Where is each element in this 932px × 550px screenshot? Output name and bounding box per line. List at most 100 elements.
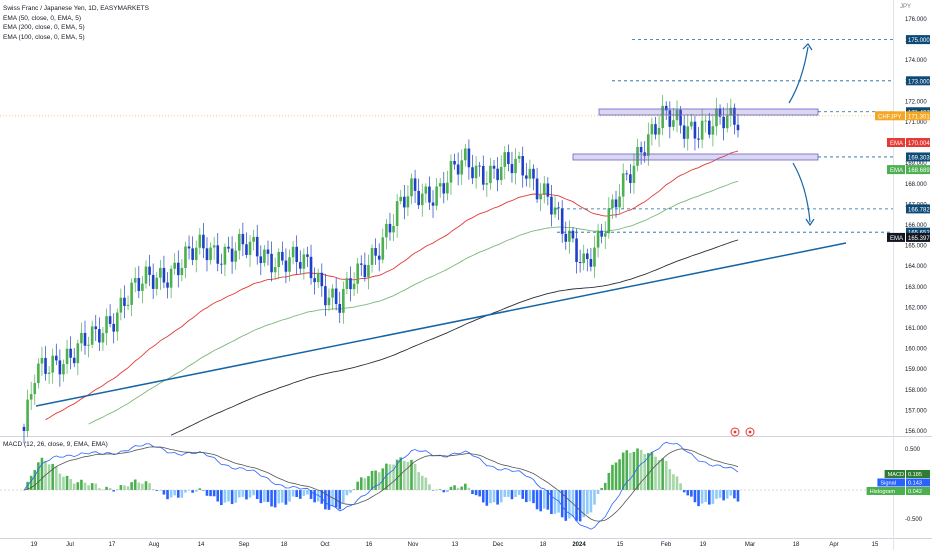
candle-body xyxy=(137,278,141,291)
histogram-bar xyxy=(349,490,352,493)
candle-body xyxy=(618,196,621,208)
time-tick-label: Nov xyxy=(408,542,419,548)
histogram-bar xyxy=(489,490,492,504)
histogram-bar xyxy=(123,485,126,490)
histogram-bar xyxy=(184,490,187,493)
candle-body xyxy=(359,263,363,265)
candle-body xyxy=(499,166,503,181)
macd-pane[interactable]: 0.500 -0.500 MACD 0.185 Signal 0.143 Histogram… xyxy=(0,441,930,530)
macd-legend[interactable]: MACD (12, 26, close, 9, EMA, EMA) xyxy=(3,441,108,448)
histogram-bar xyxy=(492,490,496,503)
histogram-bar xyxy=(417,472,420,490)
histogram-bar xyxy=(560,490,564,518)
candle-body xyxy=(532,168,535,179)
candle-body xyxy=(273,267,277,273)
histogram-bar xyxy=(162,490,166,495)
candle-body xyxy=(596,230,600,248)
ema50-legend[interactable]: EMA (50, close, 0, EMA, 5) xyxy=(3,14,82,22)
support-trendline xyxy=(35,242,847,407)
histogram-bar xyxy=(693,490,697,503)
histogram-bar xyxy=(697,490,700,507)
histogram-bar xyxy=(575,490,578,521)
candle-body xyxy=(44,357,47,374)
histogram-bar xyxy=(442,490,446,493)
histogram-bar xyxy=(517,490,521,495)
time-tick-label: 14 xyxy=(198,542,205,548)
chart-title[interactable]: Swiss Franc / Japanese Yen, 1D, EASYMARK… xyxy=(3,5,149,12)
candle-body xyxy=(664,105,668,111)
price-tick-label: 159.000 xyxy=(905,367,927,373)
histogram-bar xyxy=(496,490,499,505)
candle-body xyxy=(650,124,654,135)
price-tag-value: 166.782 xyxy=(908,207,930,213)
time-tick-label: 15 xyxy=(617,542,624,548)
price-scale[interactable]: 176.000 175.000 174.000 173.000 172.000 171.0… xyxy=(31,17,931,548)
histogram-bar xyxy=(22,490,26,491)
candle-body xyxy=(281,251,284,261)
candle-body xyxy=(733,107,736,125)
candle-body xyxy=(26,399,29,431)
price-tag xyxy=(906,204,930,214)
candle-body xyxy=(607,208,611,234)
ema100-legend[interactable]: EMA (100, close, 0, EMA, 5) xyxy=(3,33,85,41)
candle-body xyxy=(65,348,69,365)
ema200-legend[interactable]: EMA (200, close, 0, EMA, 5) xyxy=(3,24,85,32)
histogram-bar xyxy=(266,490,270,502)
price-tick-label: 162.000 xyxy=(905,305,927,311)
candle-body xyxy=(220,263,223,265)
candle-body xyxy=(528,168,532,179)
candle-body xyxy=(47,372,51,374)
candle-body xyxy=(417,190,420,206)
candle-body xyxy=(503,152,507,167)
candle-body xyxy=(90,326,94,345)
candle-body xyxy=(535,178,539,200)
candle-body xyxy=(647,134,650,156)
histogram-bar xyxy=(403,460,406,490)
histogram-bar xyxy=(603,482,607,490)
candle-body xyxy=(560,208,564,234)
histogram-bar xyxy=(704,490,708,502)
candle-body xyxy=(94,326,98,330)
candle-body xyxy=(489,165,492,184)
price-tick-label: 166.000 xyxy=(905,223,927,229)
histogram-bar xyxy=(464,483,467,490)
histogram-bar xyxy=(593,490,596,505)
candle-body xyxy=(449,160,453,183)
histogram-bar xyxy=(37,462,40,490)
price-tag-label: EMA xyxy=(890,141,903,147)
candle-body xyxy=(37,363,40,384)
candle-body xyxy=(151,274,155,289)
candle-body xyxy=(611,199,614,209)
candle-body xyxy=(542,183,546,195)
time-tick-label: 2024 xyxy=(572,542,586,548)
candle-body xyxy=(413,178,417,191)
candle-body xyxy=(295,246,298,263)
candle-body xyxy=(657,127,661,135)
histogram-bar xyxy=(80,479,83,490)
histogram-bar xyxy=(715,490,718,499)
candle-body xyxy=(115,312,119,332)
candle-body xyxy=(87,344,90,346)
candle-body xyxy=(553,207,557,215)
candle-body xyxy=(40,357,44,364)
candle-body xyxy=(266,249,270,254)
candle-body xyxy=(431,202,435,206)
candle-body xyxy=(654,124,657,135)
candle-body xyxy=(395,201,399,227)
candle-body xyxy=(729,107,733,116)
histogram-bar xyxy=(313,490,316,503)
histogram-bar xyxy=(672,474,675,490)
candle-body xyxy=(467,148,471,168)
histogram-bar xyxy=(148,483,151,490)
candle-body xyxy=(191,248,194,260)
histogram-bar xyxy=(621,452,625,490)
candle-body xyxy=(112,323,115,332)
histogram-bar xyxy=(578,490,582,522)
histogram-bar xyxy=(173,490,176,496)
histogram-bar xyxy=(47,464,51,490)
macd-tag-value: 0.185 xyxy=(908,472,922,478)
macd-line xyxy=(23,441,739,530)
price-tag-label-box xyxy=(887,138,905,148)
